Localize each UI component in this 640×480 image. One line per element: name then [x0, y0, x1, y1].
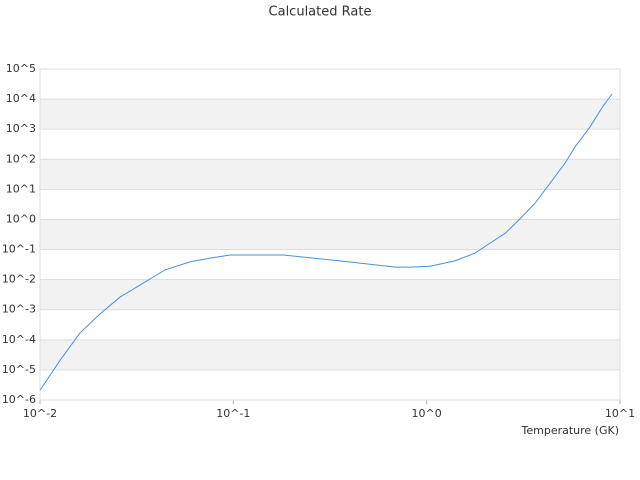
y-tick-label: 10^5 — [6, 62, 36, 75]
x-axis-label: Temperature (GK) — [521, 424, 620, 437]
y-tick-label: 10^4 — [6, 92, 36, 105]
data-line — [39, 93, 613, 391]
y-tick-label: 10^2 — [6, 152, 36, 165]
x-tick-label: 10^-1 — [216, 407, 250, 420]
y-tick-label: 10^0 — [6, 212, 36, 225]
x-tick-label: 10^-2 — [23, 407, 57, 420]
grid-band — [40, 339, 620, 370]
y-tick-label: 10^1 — [6, 182, 36, 195]
plot-border — [39, 68, 621, 401]
grid-band — [40, 219, 620, 250]
y-tick-label: 10^-3 — [2, 303, 36, 316]
y-tick-label: 10^-1 — [2, 243, 36, 256]
grid-band — [40, 99, 620, 130]
chart-title: Calculated Rate — [269, 5, 372, 20]
x-tick-label: 10^1 — [605, 407, 635, 420]
y-tick-label: 10^-4 — [2, 333, 36, 346]
y-tick-label: 10^-2 — [2, 273, 36, 286]
y-tick-label: 10^-5 — [2, 363, 36, 376]
grid-band — [40, 279, 620, 310]
x-tick-label: 10^0 — [412, 407, 442, 420]
y-tick-label: 10^-6 — [2, 393, 36, 406]
grid-band — [40, 159, 620, 190]
y-tick-label: 10^3 — [6, 122, 36, 135]
